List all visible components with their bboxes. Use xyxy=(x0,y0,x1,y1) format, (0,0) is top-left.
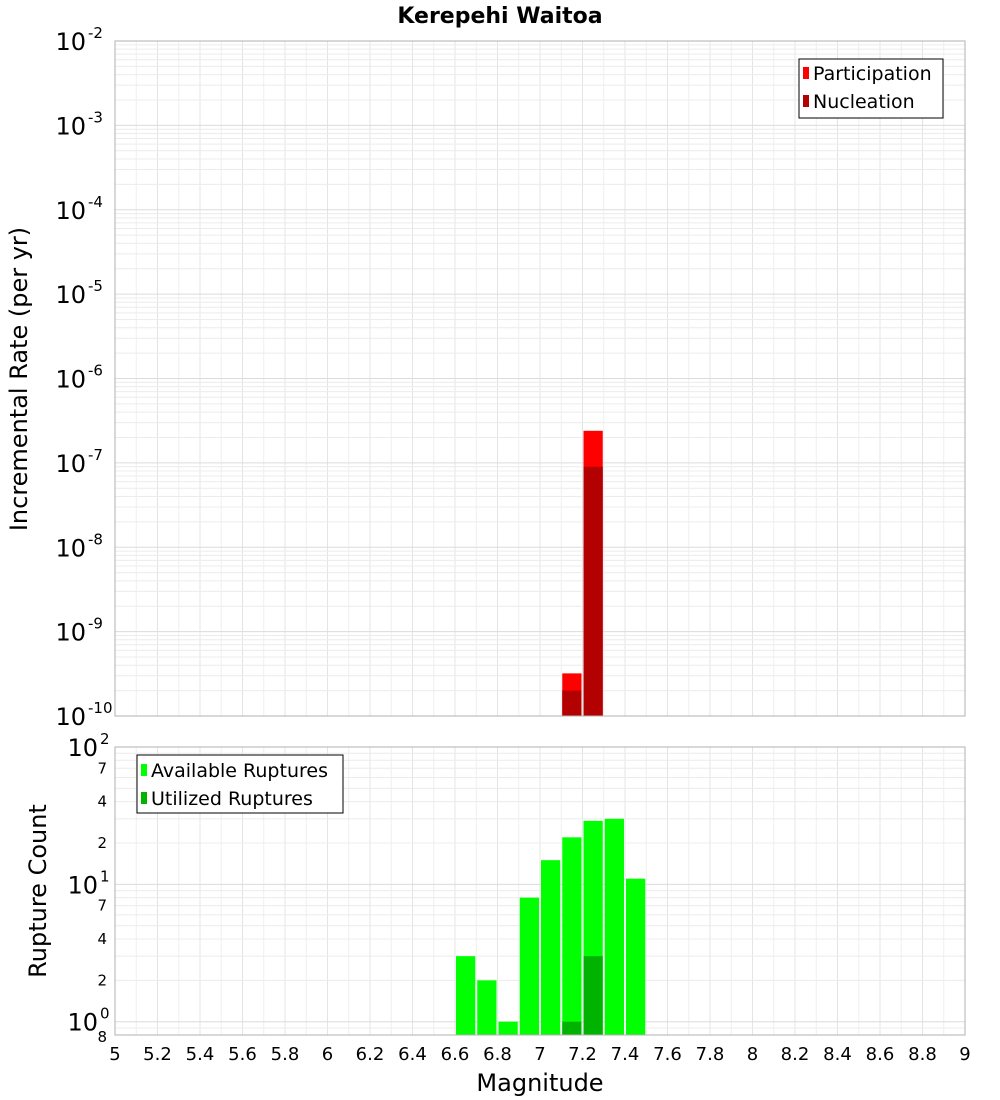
x-tick-label: 8.8 xyxy=(908,1044,937,1065)
rate-y-tick-base: 10 xyxy=(55,450,86,478)
x-tick-label: 6 xyxy=(322,1044,333,1065)
x-tick-label: 5.8 xyxy=(271,1044,300,1065)
count-bar-available-ruptures xyxy=(498,1021,518,1035)
available-legend-swatch xyxy=(141,764,147,776)
x-tick-label: 5.2 xyxy=(143,1044,172,1065)
count-bar-available-ruptures xyxy=(626,878,646,1035)
rate-y-tick-base: 10 xyxy=(55,619,86,647)
count-bar-utilized-ruptures xyxy=(583,956,603,1035)
x-tick-label: 6.8 xyxy=(483,1044,512,1065)
x-tick-label: 7.8 xyxy=(696,1044,725,1065)
rate-legend: Participation Nucleation xyxy=(798,58,944,119)
x-tick-label: 8.2 xyxy=(781,1044,810,1065)
rate-y-tick-base: 10 xyxy=(55,281,86,309)
rate-y-tick-exponent: -7 xyxy=(88,446,103,464)
count-legend: Available Ruptures Utilized Ruptures xyxy=(136,754,344,814)
x-tick-label: 6.2 xyxy=(356,1044,385,1065)
count-legend-box xyxy=(136,754,344,814)
rate-y-tick-base: 10 xyxy=(55,28,86,56)
count-y-minor-tick-label: 4 xyxy=(97,793,107,811)
count-y-tick-exponent: 2 xyxy=(100,730,110,748)
count-bar-available-ruptures xyxy=(541,860,561,1035)
rate-grid xyxy=(114,40,966,717)
count-bar-available-ruptures xyxy=(477,980,497,1035)
count-bar-available-ruptures xyxy=(562,837,582,1035)
available-legend-label: Available Ruptures xyxy=(151,760,328,782)
count-y-tick-base: 10 xyxy=(67,1009,98,1037)
count-bar-utilized-ruptures xyxy=(562,1021,582,1035)
rate-y-tick-exponent: -4 xyxy=(88,193,103,211)
count-y-minor-tick-label: 4 xyxy=(97,930,107,948)
rate-y-tick-base: 10 xyxy=(55,366,86,394)
rate-y-axis-title: Incremental Rate (per yr) xyxy=(5,227,33,531)
rate-plot-border xyxy=(114,40,966,717)
rate-y-tick-exponent: -2 xyxy=(88,24,103,42)
count-y-minor-tick-label: 7 xyxy=(97,897,107,915)
x-tick-label: 5.6 xyxy=(228,1044,257,1065)
count-y-tick-exponent: 0 xyxy=(100,1005,110,1023)
count-bars xyxy=(456,818,646,1035)
rate-y-tick-base: 10 xyxy=(55,534,86,562)
participation-legend-label: Participation xyxy=(813,63,932,85)
rate-y-tick-exponent: -6 xyxy=(88,362,103,380)
rate-y-tick-base: 10 xyxy=(55,703,86,731)
x-tick-label: 6.4 xyxy=(398,1044,427,1065)
rate-y-tick-exponent: -3 xyxy=(88,108,103,126)
chart-title: Kerepehi Waitoa xyxy=(397,4,602,29)
rate-bars xyxy=(562,430,603,716)
rate-bar-nucleation xyxy=(562,690,582,716)
rate-y-tick-exponent: -9 xyxy=(88,615,103,633)
rate-y-tick-exponent: -10 xyxy=(88,699,113,717)
nucleation-legend-swatch xyxy=(803,95,809,107)
rate-y-tick-exponent: -5 xyxy=(88,277,103,295)
count-plot-border xyxy=(114,746,966,1036)
x-tick-label: 9 xyxy=(959,1044,970,1065)
participation-legend-swatch xyxy=(803,67,809,79)
count-y-minor-tick-label: 7 xyxy=(97,759,107,777)
utilized-legend-swatch xyxy=(141,792,147,804)
rate-bar-nucleation xyxy=(583,466,603,716)
x-tick-label: 7.2 xyxy=(568,1044,597,1065)
count-bar-available-ruptures xyxy=(604,818,624,1035)
count-y-minor-tick-label: 8 xyxy=(97,1028,107,1046)
x-axis-title: Magnitude xyxy=(476,1069,603,1097)
x-tick-label: 6.6 xyxy=(441,1044,470,1065)
x-tick-label: 8 xyxy=(747,1044,758,1065)
count-x-ticks: 5 5.2 5.4 5.6 5.8 6 6.2 6.4 6.6 6.8 7 7.2 7.4 7.6 7.8 8… xyxy=(109,1044,970,1065)
x-tick-label: 8.4 xyxy=(823,1044,852,1065)
count-y-axis-title: Rupture Count xyxy=(24,804,52,978)
count-y-tick-exponent: 1 xyxy=(100,867,110,885)
count-y-minor-tick-label: 2 xyxy=(97,971,107,989)
x-tick-label: 5.4 xyxy=(186,1044,215,1065)
rate-y-tick-base: 10 xyxy=(55,197,86,225)
x-tick-label: 7.6 xyxy=(653,1044,682,1065)
count-y-minor-tick-label: 2 xyxy=(97,834,107,852)
rate-y-tick-exponent: -8 xyxy=(88,530,103,548)
rate-y-tick-base: 10 xyxy=(55,112,86,140)
count-bar-available-ruptures xyxy=(456,956,476,1035)
x-tick-label: 8.6 xyxy=(866,1044,895,1065)
utilized-legend-label: Utilized Ruptures xyxy=(151,788,313,810)
x-tick-label: 7 xyxy=(534,1044,545,1065)
x-tick-label: 5 xyxy=(109,1044,120,1065)
rate-legend-box xyxy=(798,58,944,119)
count-y-tick-base: 10 xyxy=(67,734,98,762)
count-y-tick-base: 10 xyxy=(67,871,98,899)
x-tick-label: 7.4 xyxy=(611,1044,640,1065)
count-bar-available-ruptures xyxy=(519,897,539,1035)
nucleation-legend-label: Nucleation xyxy=(813,91,915,113)
